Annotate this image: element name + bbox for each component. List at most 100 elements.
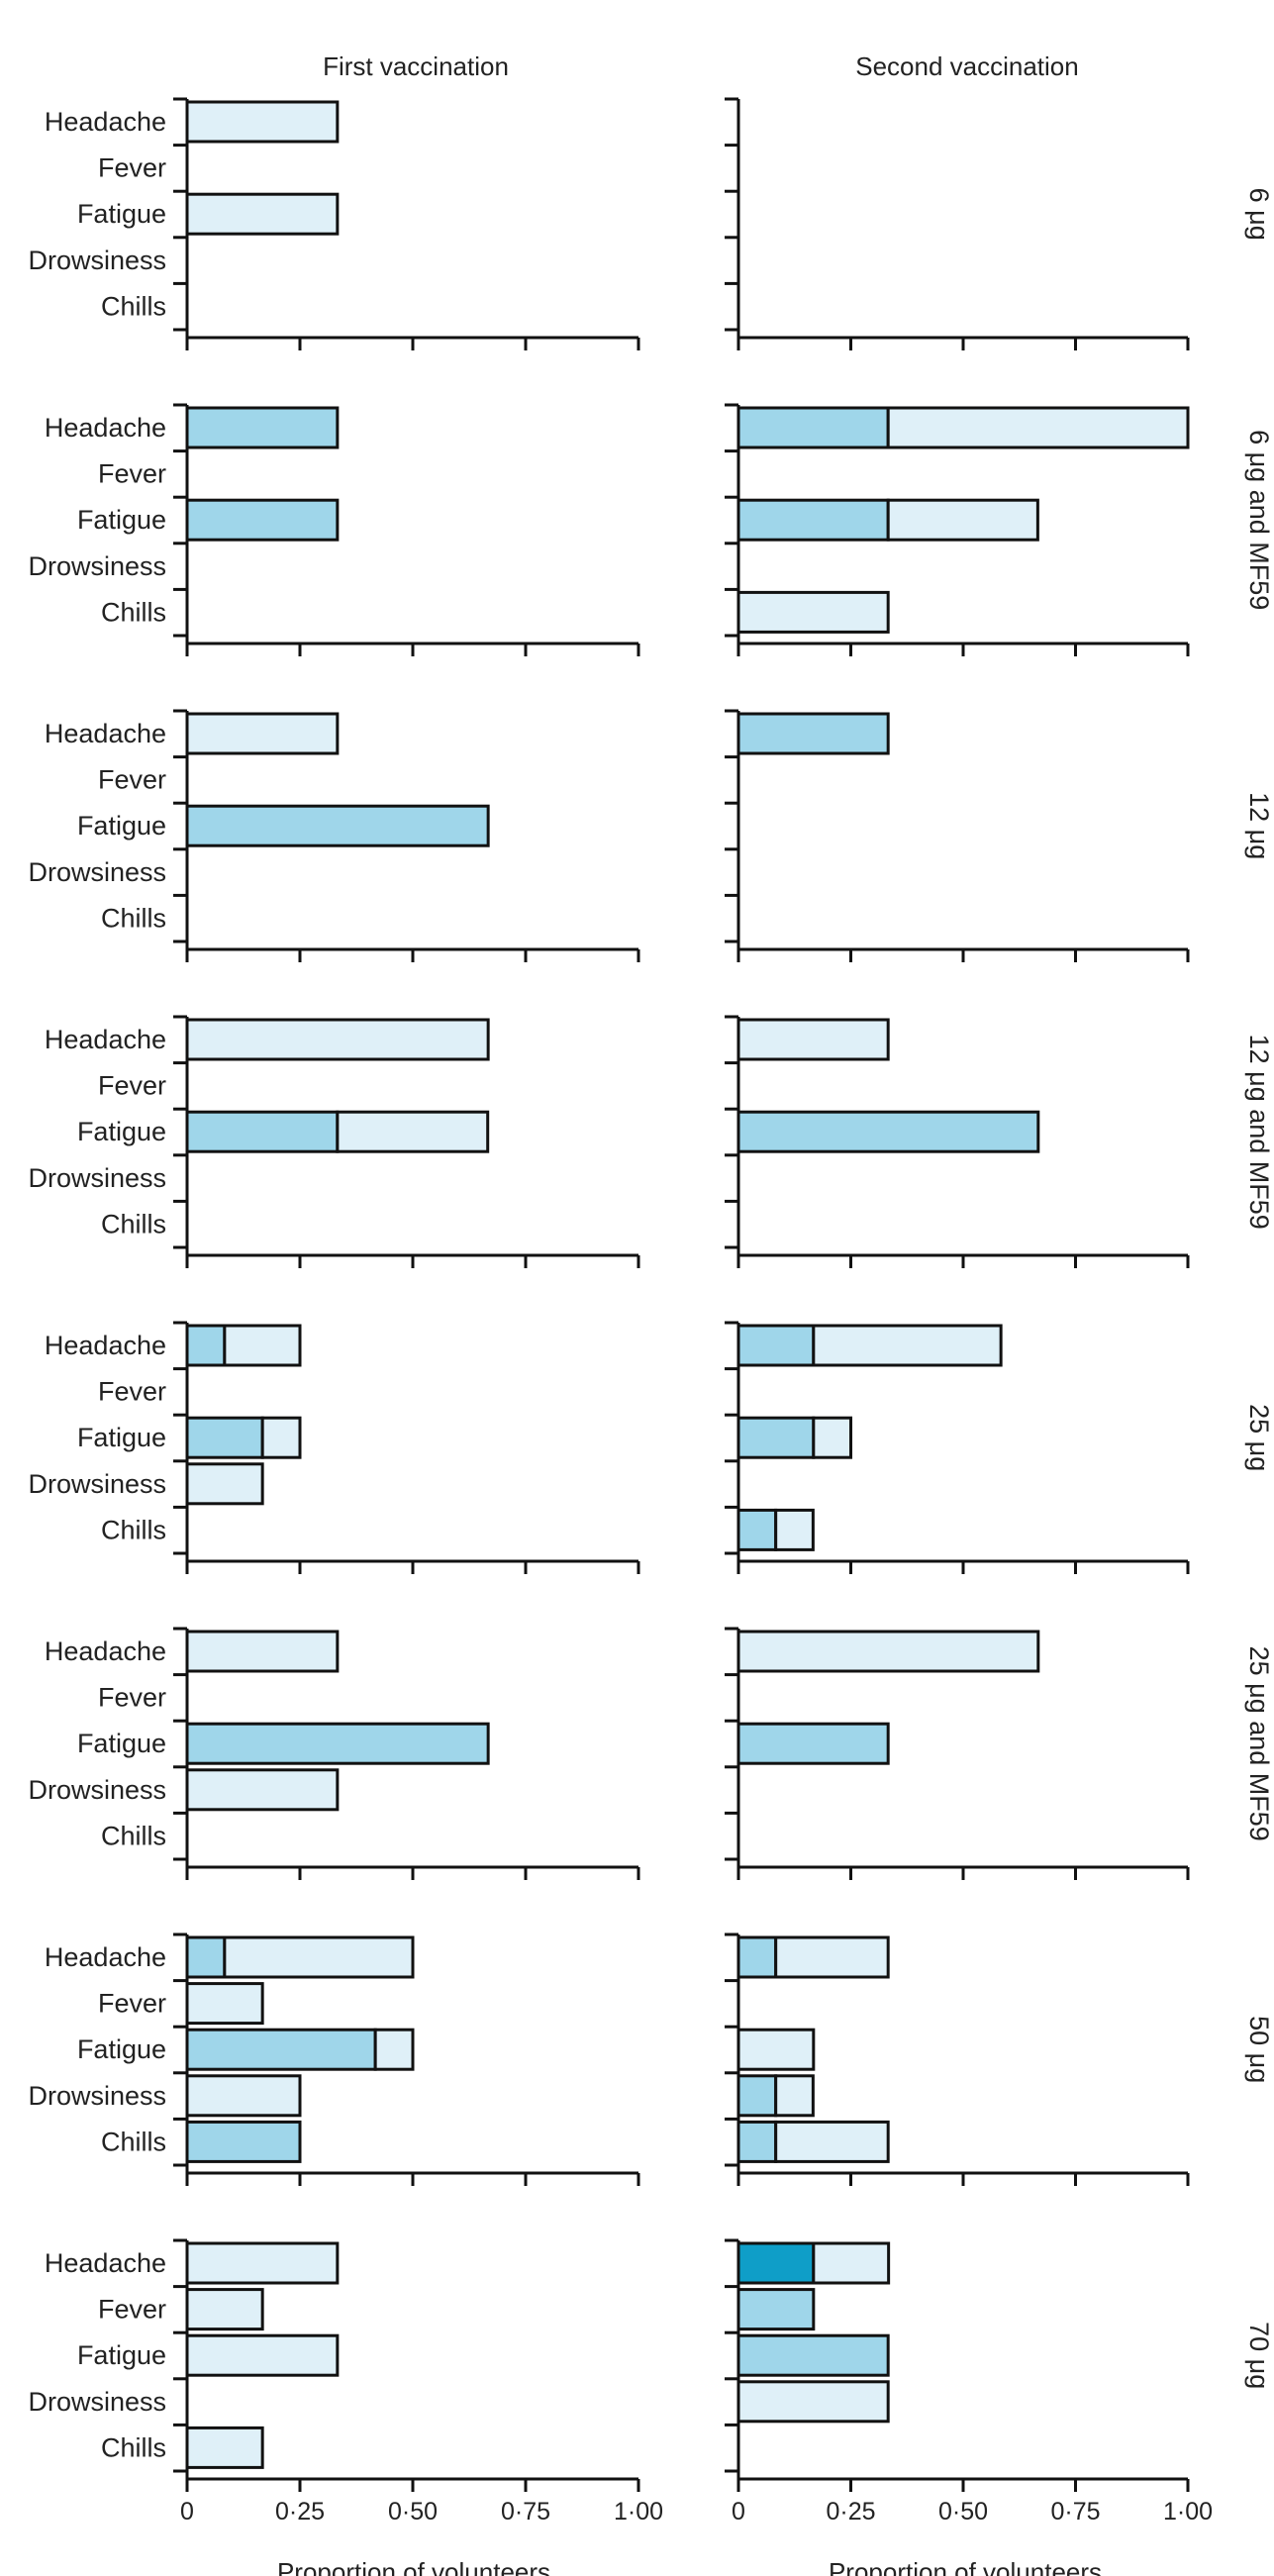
bar-second-headache-1 [812,2241,891,2285]
category-label-headache: Headache [45,107,166,137]
panel-label-4: 25 μg [1244,1404,1274,1471]
bar-second-headache-0 [736,2241,816,2285]
bar-second-headache-0 [736,1935,778,1979]
category-label-chills: Chills [101,597,166,627]
category-label-fatigue: Fatigue [77,199,166,229]
bar-second-fatigue-0 [736,2028,816,2071]
bar-first-fatigue-1 [373,2028,415,2071]
category-label-fatigue: Fatigue [77,811,166,841]
category-label-drowsiness: Drowsiness [28,2081,166,2111]
category-label-headache: Headache [45,1942,166,1972]
bar-first-drowsiness-0 [185,1768,340,1812]
bar-first-fatigue-0 [185,498,340,542]
panel-label-2: 12 μg [1244,792,1274,859]
bar-second-fatigue-0 [736,498,890,542]
bar-first-chills-0 [185,2426,264,2469]
bar-second-fatigue-1 [886,498,1039,542]
category-label-fever: Fever [98,2295,166,2325]
bar-first-headache-0 [185,1324,227,1367]
bar-first-drowsiness-0 [185,1462,264,1506]
bar-second-fatigue-0 [736,1416,816,1459]
bar-first-headache-0 [185,1018,490,1061]
bar-second-fatigue-1 [812,1416,852,1459]
x-tick-label-second-3: 0·75 [1050,2498,1100,2526]
x-tick-label-second-0: 0 [732,2498,745,2526]
x-tick-label-first-0: 0 [180,2498,194,2526]
x-axis-title-second: Proportion of volunteers [829,2557,1102,2576]
category-label-fatigue: Fatigue [77,2340,166,2370]
bar-first-headache-0 [185,1630,340,1673]
bar-first-headache-0 [185,712,340,755]
bar-second-headache-1 [812,1324,1003,1367]
bar-second-drowsiness-1 [774,2074,815,2118]
bar-second-drowsiness-0 [736,2380,890,2424]
category-label-drowsiness: Drowsiness [28,1469,166,1499]
bar-first-fatigue-1 [260,1416,302,1459]
category-label-fever: Fever [98,153,166,183]
x-tick-label-first-3: 0·75 [501,2498,550,2526]
panel-3: Headache Fever Fatigue Drowsiness Chills 12 μ… [28,1015,1274,1268]
category-label-fever: Fever [98,1683,166,1713]
bar-second-headache-0 [736,1018,890,1061]
column-title-first: First vaccination [323,51,509,81]
bar-first-fatigue-0 [185,1722,490,1765]
bar-first-fatigue-0 [185,192,340,236]
category-label-drowsiness: Drowsiness [28,246,166,275]
x-tick-label-first-2: 0·50 [388,2498,438,2526]
bar-second-headache-0 [736,1324,816,1367]
bar-first-fatigue-1 [336,1110,490,1153]
category-label-fatigue: Fatigue [77,1423,166,1452]
bar-second-headache-0 [736,1630,1040,1673]
x-tick-label-first-1: 0·25 [275,2498,325,2526]
category-label-drowsiness: Drowsiness [28,1775,166,1805]
bar-second-fatigue-0 [736,2333,890,2377]
category-label-fever: Fever [98,459,166,489]
panel-label-1: 6 μg and MF59 [1244,430,1274,610]
bar-first-fatigue-0 [185,804,490,847]
bar-first-fatigue-0 [185,2028,377,2071]
bar-first-fever-0 [185,1982,264,2026]
category-label-fever: Fever [98,765,166,795]
bar-first-chills-0 [185,2120,302,2163]
bar-first-fatigue-0 [185,1416,264,1459]
bar-first-headache-1 [223,1935,415,1979]
category-label-fatigue: Fatigue [77,1117,166,1146]
bar-first-fever-0 [185,2288,264,2331]
panel-7: Headache Fever Fatigue Drowsiness Chills 0 0·2… [28,2238,1274,2526]
bar-first-headache-0 [185,100,340,144]
category-label-fatigue: Fatigue [77,505,166,535]
bar-second-fatigue-0 [736,1110,1040,1153]
category-label-chills: Chills [101,291,166,321]
panel-label-5: 25 μg and MF59 [1244,1646,1274,1841]
panel-5: Headache Fever Fatigue Drowsiness Chills 25 μ… [28,1627,1274,1880]
category-label-chills: Chills [101,2127,166,2156]
category-label-fatigue: Fatigue [77,1729,166,1758]
bar-first-headache-0 [185,406,340,449]
panel-0: Headache Fever Fatigue Drowsiness Chills 6 μg [28,97,1274,350]
x-tick-label-second-4: 1·00 [1163,2498,1213,2526]
panel-4: Headache Fever Fatigue Drowsiness Chills 25 μ… [28,1321,1274,1574]
category-label-drowsiness: Drowsiness [28,2387,166,2417]
panel-2: Headache Fever Fatigue Drowsiness Chills 12 μ… [28,709,1274,962]
panel-label-0: 6 μg [1244,188,1274,241]
category-label-headache: Headache [45,1025,166,1054]
bar-first-fatigue-0 [185,2333,340,2377]
bar-second-chills-0 [736,1508,778,1551]
panel-label-7: 70 μg [1244,2322,1274,2389]
bar-first-drowsiness-0 [185,2074,302,2118]
category-label-drowsiness: Drowsiness [28,551,166,581]
bar-first-headache-1 [223,1324,302,1367]
category-label-chills: Chills [101,2432,166,2462]
bar-second-headache-0 [736,712,890,755]
bar-first-headache-0 [185,2241,340,2285]
category-label-fever: Fever [98,1071,166,1101]
x-tick-label-second-1: 0·25 [826,2498,875,2526]
column-title-second: Second vaccination [855,51,1078,81]
bar-second-chills-1 [774,1508,815,1551]
category-label-fever: Fever [98,1989,166,2019]
x-axis-title-first: Proportion of volunteers [277,2557,550,2576]
bar-second-chills-0 [736,2120,778,2163]
panel-label-6: 50 μg [1244,2016,1274,2083]
bar-second-headache-1 [774,1935,890,1979]
bar-second-headache-0 [736,406,890,449]
